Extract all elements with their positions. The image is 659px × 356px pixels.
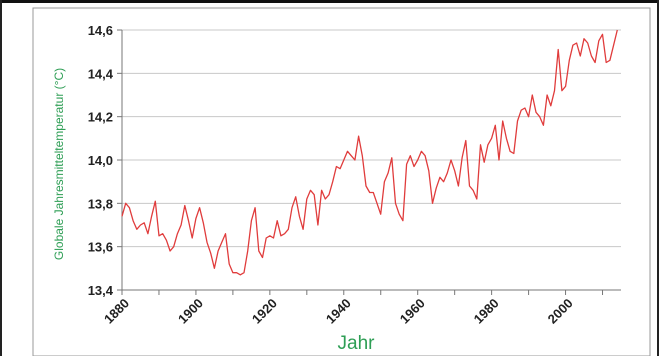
y-tick-labels: 13,4 13,6 13,8 14,0 14,2 14,4 14,6 (88, 23, 114, 298)
x-axis-label: Jahr (338, 333, 376, 354)
x-tick-labels: 1880 1900 1920 1940 1960 1980 2000 (101, 296, 576, 327)
x-tick-label: 1900 (175, 296, 206, 327)
x-tick-label: 1960 (397, 296, 428, 327)
inner-frame (32, 7, 651, 356)
y-axis-label: Globale Jahresmitteltemperatur (°C) (52, 68, 66, 260)
x-tick-label: 1880 (101, 296, 132, 327)
y-tick-label: 14,6 (88, 23, 113, 38)
plot-area (121, 29, 618, 276)
x-tick-label: 2000 (545, 296, 576, 327)
y-tick-label: 13,6 (88, 240, 113, 255)
x-tick-label: 1980 (471, 296, 502, 327)
y-tick-label: 13,4 (88, 283, 114, 298)
x-tick-label: 1940 (323, 296, 354, 327)
y-tick-label: 13,8 (88, 196, 113, 211)
temperature-series-line (121, 29, 618, 276)
x-tick-label: 1920 (249, 296, 280, 327)
grid (117, 29, 621, 295)
y-tick-label: 14,2 (88, 110, 113, 125)
y-tick-label: 14,4 (88, 66, 114, 81)
y-tick-label: 14,0 (88, 153, 113, 168)
